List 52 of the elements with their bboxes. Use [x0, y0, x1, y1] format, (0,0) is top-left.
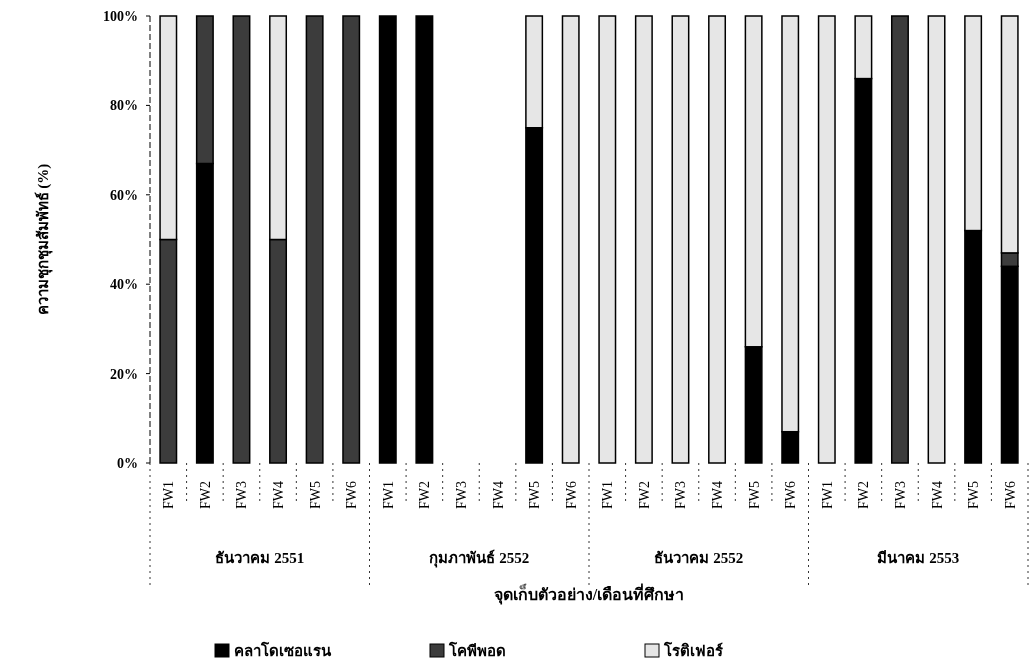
x-tick-label: FW3: [234, 481, 250, 509]
x-tick-label: FW1: [161, 481, 177, 509]
bar: [561, 15, 580, 464]
text: ธันวาคม 2552: [654, 550, 744, 566]
bar: [634, 15, 653, 464]
bar: [817, 15, 836, 464]
x-tick-label: FW4: [490, 481, 506, 509]
x-tick-label: FW5: [966, 481, 982, 509]
y-axis-title: ความชุกชุมสัมพัทธ์ (%): [34, 163, 53, 316]
bar: [415, 15, 434, 464]
bar: [305, 15, 324, 464]
legend-label: คลาโดเซอแรน: [234, 641, 332, 659]
y-tick-label: 60%: [110, 187, 138, 203]
x-tick-label: FW5: [307, 481, 323, 509]
bar: [378, 15, 397, 464]
bar: [927, 15, 946, 464]
y-tick-label: 0%: [117, 456, 138, 471]
x-tick-label: FW1: [600, 481, 616, 509]
x-tick-label: FW6: [1002, 481, 1018, 509]
x-tick-label: FW2: [856, 481, 872, 509]
x-tick-label: FW6: [563, 481, 579, 509]
x-tick-label: FW6: [344, 481, 360, 509]
x-tick-label: FW4: [710, 481, 726, 509]
x-tick-label: FW5: [746, 481, 762, 509]
x-tick-label: FW3: [673, 481, 689, 509]
legend-label: โรติเฟอร์: [663, 641, 724, 659]
bar: [708, 15, 727, 464]
y-tick-label: 20%: [110, 366, 138, 382]
bar: [598, 15, 617, 464]
legend-label: โคพีพอด: [448, 641, 506, 659]
x-tick-label: FW1: [819, 481, 835, 509]
x-tick-label: FW5: [527, 481, 543, 509]
x-tick-label: FW4: [929, 481, 945, 509]
bar: [671, 15, 690, 464]
bar: [890, 15, 909, 464]
y-tick-label: 100%: [103, 9, 138, 24]
bar: [342, 15, 361, 464]
text: มีนาคม 2553: [877, 550, 960, 566]
x-tick-label: FW2: [417, 481, 433, 509]
text: กุมภาพันธ์ 2552: [429, 549, 530, 568]
x-tick-label: FW3: [453, 481, 469, 509]
text: ธันวาคม 2551: [215, 550, 305, 566]
x-tick-label: FW6: [783, 481, 799, 509]
x-tick-label: FW1: [380, 481, 396, 509]
x-tick-label: FW4: [271, 481, 287, 509]
y-tick-label: 40%: [110, 277, 138, 293]
y-tick-label: 80%: [110, 98, 138, 114]
bar: [232, 15, 251, 464]
x-tick-label: FW2: [197, 481, 213, 509]
x-tick-label: FW2: [636, 481, 652, 509]
x-tick-label: FW3: [892, 481, 908, 509]
x-axis-title: จุดเก็บตัวอย่าง/เดือนที่ศึกษา: [493, 583, 685, 605]
